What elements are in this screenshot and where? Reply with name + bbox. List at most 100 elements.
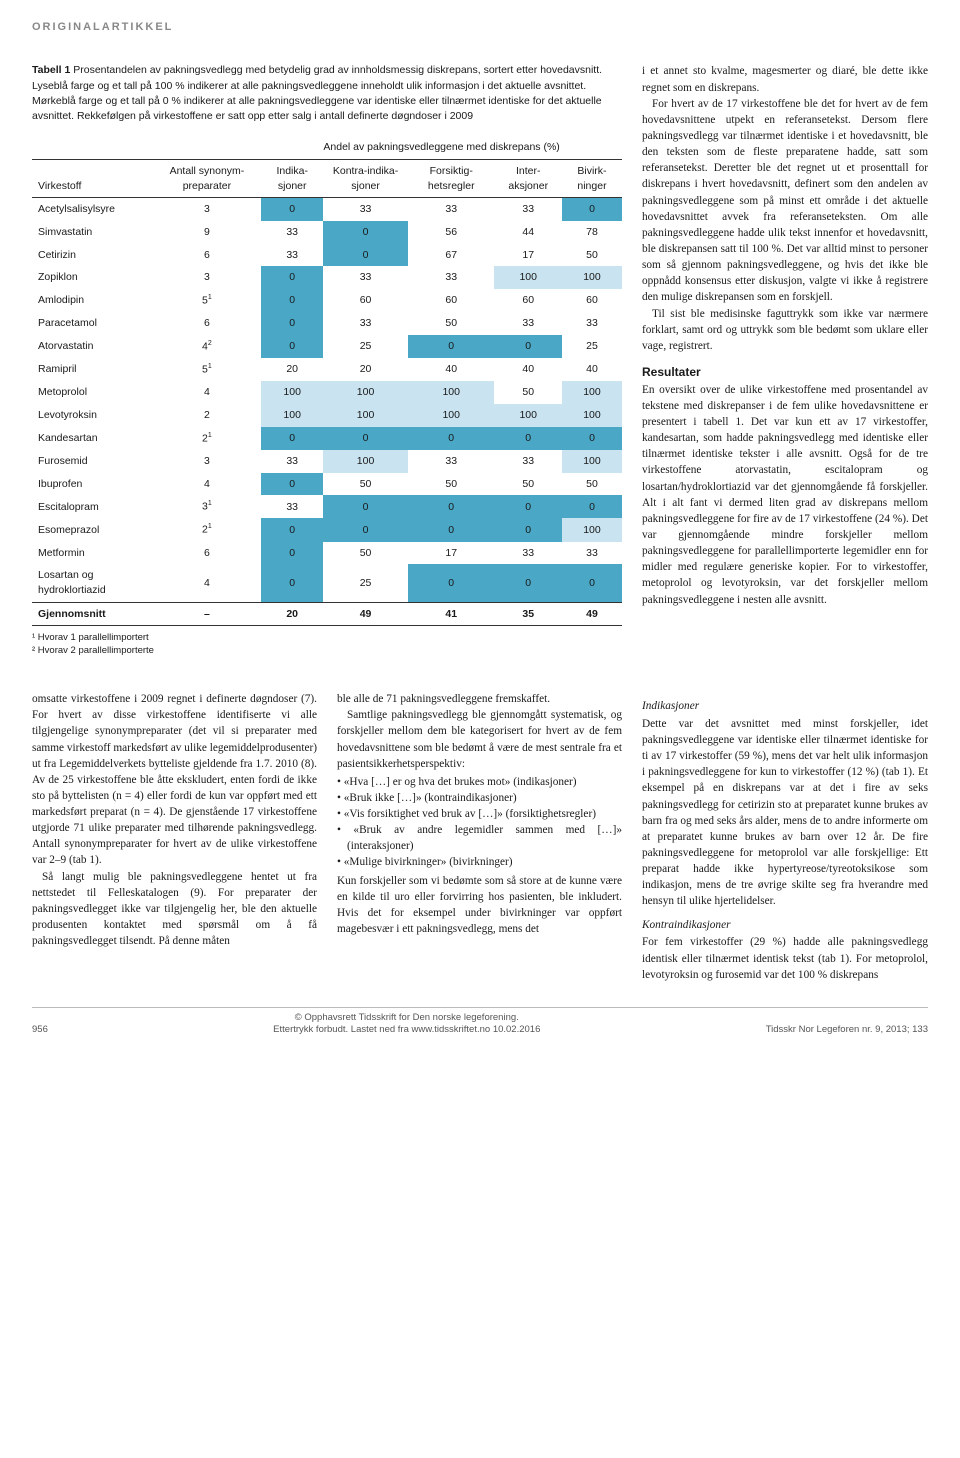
lower-col-3: Indikasjoner Dette var det avsnittet med… <box>642 691 928 983</box>
lower3-p2: For fem virkestoffer (29 %) hadde alle p… <box>642 934 928 982</box>
summary-name: Gjennomsnitt <box>32 602 153 626</box>
lower2-p2: Samtlige pakningsvedlegg ble gjennomgått… <box>337 707 622 772</box>
row-value: 100 <box>408 381 495 404</box>
row-value: 17 <box>408 542 495 565</box>
row-value: 0 <box>494 335 561 358</box>
row-value: 0 <box>323 495 408 518</box>
row-value: 60 <box>408 289 495 312</box>
row-value: 33 <box>408 198 495 221</box>
row-value: 33 <box>261 244 323 267</box>
row-value: 50 <box>494 381 561 404</box>
col-forsiktighetsregler: Forsiktig-hetsregler <box>408 159 495 197</box>
row-value: 100 <box>323 381 408 404</box>
row-value: 44 <box>494 221 561 244</box>
col-interaksjoner: Inter-aksjoner <box>494 159 561 197</box>
row-value: 40 <box>562 358 622 381</box>
row-value: 100 <box>323 450 408 473</box>
bullet-item: «Bruk av andre legemidler sammen med […]… <box>337 822 622 854</box>
heading-kontraindikasjoner: Kontraindikasjoner <box>642 918 928 934</box>
footnote-1: ¹ Hvorav 1 parallellimportert <box>32 632 622 644</box>
table-summary-row: Gjennomsnitt–2049413549 <box>32 602 622 626</box>
row-value: 40 <box>408 358 495 381</box>
row-value: 100 <box>562 518 622 541</box>
lower2-p1: ble alle de 71 pakningsvedleggene fremsk… <box>337 691 622 707</box>
summary-value: 20 <box>261 602 323 626</box>
row-value: 20 <box>261 358 323 381</box>
row-n: 4 <box>153 564 262 602</box>
right-p1: i et annet sto kvalme, magesmerter og di… <box>642 63 928 95</box>
row-value: 33 <box>261 450 323 473</box>
lower1-p1: omsatte virkestoffene i 2009 regnet i de… <box>32 691 317 869</box>
table-footnotes: ¹ Hvorav 1 parallellimportert ² Hvorav 2… <box>32 632 622 657</box>
row-name: Levotyroksin <box>32 404 153 427</box>
table-row: Metoprolol410010010050100 <box>32 381 622 404</box>
table-row: Levotyroksin2100100100100100 <box>32 404 622 427</box>
lower3-p1: Dette var det avsnittet med minst forskj… <box>642 716 928 910</box>
row-name: Metoprolol <box>32 381 153 404</box>
row-value: 0 <box>261 473 323 496</box>
table-row: Acetylsalisylsyre303333330 <box>32 198 622 221</box>
row-n: 3 <box>153 450 262 473</box>
row-value: 20 <box>323 358 408 381</box>
row-name: Acetylsalisylsyre <box>32 198 153 221</box>
table-row: Escitalopram31330000 <box>32 495 622 518</box>
row-name: Esomeprazol <box>32 518 153 541</box>
page-header: ORIGINALARTIKKEL <box>32 20 928 35</box>
right-column: i et annet sto kvalme, magesmerter og di… <box>642 63 928 675</box>
row-value: 0 <box>323 427 408 450</box>
table-caption-text: Prosentandelen av pakningsvedlegg med be… <box>32 64 602 122</box>
right-p2: For hvert av de 17 virkestoffene ble det… <box>642 96 928 306</box>
table-row: Furosemid3331003333100 <box>32 450 622 473</box>
table-row: Losartan og hydroklortiazid4025000 <box>32 564 622 602</box>
row-name: Simvastatin <box>32 221 153 244</box>
row-value: 0 <box>408 564 495 602</box>
row-value: 33 <box>323 266 408 289</box>
row-value: 50 <box>562 473 622 496</box>
row-value: 33 <box>494 450 561 473</box>
row-value: 0 <box>261 518 323 541</box>
row-value: 33 <box>261 221 323 244</box>
row-n: 9 <box>153 221 262 244</box>
row-value: 0 <box>494 518 561 541</box>
row-name: Kandesartan <box>32 427 153 450</box>
row-n: 4 <box>153 473 262 496</box>
row-n: 4 <box>153 381 262 404</box>
row-value: 0 <box>408 518 495 541</box>
row-value: 0 <box>408 495 495 518</box>
lower1-p2: Så langt mulig ble pakningsvedleggene he… <box>32 869 317 950</box>
bullet-list: «Hva […] er og hva det brukes mot» (indi… <box>337 774 622 871</box>
row-value: 0 <box>261 289 323 312</box>
table-row: Metformin6050173333 <box>32 542 622 565</box>
row-value: 33 <box>562 542 622 565</box>
col-bivirkninger: Bivirk-ninger <box>562 159 622 197</box>
heading-resultater: Resultater <box>642 364 928 381</box>
row-value: 33 <box>408 450 495 473</box>
row-name: Losartan og hydroklortiazid <box>32 564 153 602</box>
table-row: Amlodipin51060606060 <box>32 289 622 312</box>
row-value: 50 <box>323 473 408 496</box>
lower-col-1: omsatte virkestoffene i 2009 regnet i de… <box>32 691 317 983</box>
row-value: 25 <box>323 335 408 358</box>
row-value: 0 <box>261 312 323 335</box>
row-value: 60 <box>562 289 622 312</box>
table-group-header: Andel av pakningsvedleggene med diskrepa… <box>261 136 622 159</box>
row-value: 33 <box>562 312 622 335</box>
lower-col-2: ble alle de 71 pakningsvedleggene fremsk… <box>337 691 622 983</box>
row-name: Ibuprofen <box>32 473 153 496</box>
row-value: 50 <box>494 473 561 496</box>
row-n: 6 <box>153 312 262 335</box>
row-value: 100 <box>562 381 622 404</box>
row-name: Amlodipin <box>32 289 153 312</box>
table-caption: Tabell 1 Prosentandelen av pakningsvedle… <box>32 63 622 124</box>
row-value: 100 <box>562 404 622 427</box>
row-value: 100 <box>494 404 561 427</box>
row-n: 21 <box>153 427 262 450</box>
row-name: Atorvastatin <box>32 335 153 358</box>
row-value: 50 <box>408 473 495 496</box>
row-name: Paracetamol <box>32 312 153 335</box>
footer-page-number: 956 <box>32 1023 48 1036</box>
row-value: 0 <box>494 427 561 450</box>
main-content: Tabell 1 Prosentandelen av pakningsvedle… <box>32 63 928 675</box>
row-value: 0 <box>494 495 561 518</box>
summary-n: – <box>153 602 262 626</box>
